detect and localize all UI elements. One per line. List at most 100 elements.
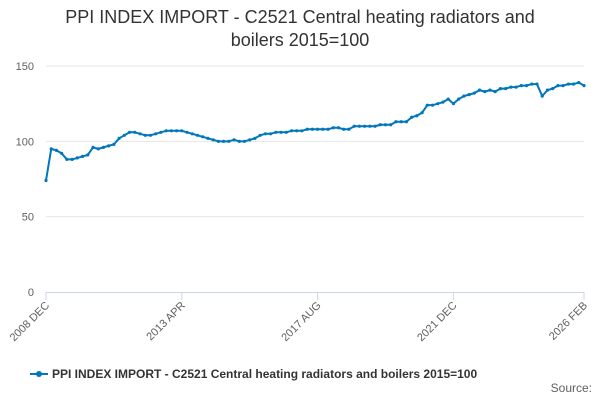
data-point[interactable]	[383, 123, 388, 127]
data-point[interactable]	[195, 133, 200, 137]
data-point[interactable]	[535, 82, 539, 86]
data-point[interactable]	[133, 130, 137, 134]
data-point[interactable]	[483, 90, 487, 94]
data-point[interactable]	[269, 132, 273, 136]
data-point[interactable]	[477, 88, 482, 92]
data-point[interactable]	[556, 83, 560, 88]
data-point[interactable]	[86, 153, 90, 157]
data-point[interactable]	[451, 102, 456, 106]
data-point[interactable]	[498, 87, 503, 91]
data-point[interactable]	[394, 120, 398, 124]
data-point[interactable]	[122, 133, 126, 137]
data-point[interactable]	[352, 124, 356, 128]
data-point[interactable]	[154, 132, 158, 136]
data-point[interactable]	[305, 127, 309, 131]
legend[interactable]: PPI INDEX IMPORT - C2521 Central heating…	[30, 365, 477, 383]
data-point[interactable]	[211, 138, 215, 142]
data-point[interactable]	[363, 124, 367, 128]
data-point[interactable]	[148, 133, 153, 137]
data-point[interactable]	[446, 97, 450, 101]
data-point[interactable]	[472, 91, 476, 95]
data-point[interactable]	[441, 100, 445, 104]
data-point[interactable]	[117, 136, 121, 140]
data-point[interactable]	[582, 83, 586, 88]
data-point[interactable]	[216, 139, 220, 143]
data-point[interactable]	[80, 154, 85, 158]
series-line[interactable]	[45, 81, 585, 181]
data-point[interactable]	[65, 157, 69, 162]
data-point[interactable]	[347, 127, 351, 131]
data-point[interactable]	[227, 139, 231, 143]
data-point[interactable]	[237, 139, 241, 143]
data-point[interactable]	[389, 123, 393, 127]
data-point[interactable]	[253, 136, 257, 140]
data-point[interactable]	[404, 120, 409, 124]
data-point[interactable]	[571, 82, 576, 86]
data-point[interactable]	[112, 142, 116, 146]
data-point[interactable]	[300, 129, 304, 133]
data-point[interactable]	[577, 80, 581, 85]
data-point[interactable]	[551, 87, 555, 91]
data-point[interactable]	[274, 130, 278, 134]
data-point[interactable]	[159, 130, 163, 134]
data-point[interactable]	[190, 132, 194, 136]
data-point[interactable]	[524, 83, 529, 88]
data-point[interactable]	[310, 127, 314, 131]
data-point[interactable]	[336, 126, 341, 130]
data-point[interactable]	[457, 97, 461, 101]
data-point[interactable]	[316, 127, 320, 131]
data-point[interactable]	[425, 103, 429, 107]
data-point[interactable]	[221, 139, 226, 143]
data-point[interactable]	[44, 178, 48, 183]
data-point[interactable]	[540, 94, 544, 98]
data-point[interactable]	[436, 102, 440, 106]
data-point[interactable]	[164, 129, 168, 133]
data-point[interactable]	[561, 83, 565, 88]
data-point[interactable]	[70, 157, 74, 162]
data-point[interactable]	[143, 133, 147, 137]
data-point[interactable]	[378, 123, 382, 127]
data-point[interactable]	[415, 114, 419, 118]
data-point[interactable]	[185, 130, 189, 134]
data-point[interactable]	[509, 85, 513, 89]
data-point[interactable]	[373, 124, 377, 128]
data-point[interactable]	[284, 130, 288, 134]
data-point[interactable]	[331, 126, 335, 130]
data-point[interactable]	[420, 111, 424, 115]
data-point[interactable]	[248, 138, 252, 142]
data-point[interactable]	[321, 127, 325, 131]
data-point[interactable]	[91, 145, 95, 149]
data-point[interactable]	[462, 94, 466, 98]
data-point[interactable]	[101, 145, 106, 149]
data-point[interactable]	[180, 129, 184, 133]
data-point[interactable]	[206, 136, 210, 140]
data-point[interactable]	[342, 127, 346, 131]
data-point[interactable]	[174, 129, 179, 133]
data-point[interactable]	[368, 124, 372, 128]
data-point[interactable]	[107, 144, 111, 148]
data-point[interactable]	[519, 83, 523, 88]
data-point[interactable]	[399, 120, 403, 124]
data-point[interactable]	[530, 82, 534, 86]
data-point[interactable]	[545, 88, 550, 92]
data-point[interactable]	[295, 129, 299, 133]
data-point[interactable]	[279, 130, 283, 134]
data-point[interactable]	[96, 147, 100, 151]
data-point[interactable]	[263, 132, 267, 136]
data-point[interactable]	[75, 156, 79, 160]
data-point[interactable]	[326, 127, 330, 131]
data-point[interactable]	[49, 147, 53, 151]
data-point[interactable]	[504, 87, 508, 91]
data-point[interactable]	[54, 148, 59, 152]
data-point[interactable]	[138, 132, 142, 136]
data-point[interactable]	[127, 130, 132, 134]
data-point[interactable]	[169, 129, 173, 133]
data-point[interactable]	[467, 93, 471, 97]
data-point[interactable]	[488, 88, 492, 92]
data-point[interactable]	[566, 82, 570, 86]
data-point[interactable]	[258, 133, 262, 137]
data-point[interactable]	[201, 135, 205, 139]
data-point[interactable]	[357, 124, 361, 128]
data-point[interactable]	[430, 103, 435, 107]
data-point[interactable]	[242, 139, 247, 143]
